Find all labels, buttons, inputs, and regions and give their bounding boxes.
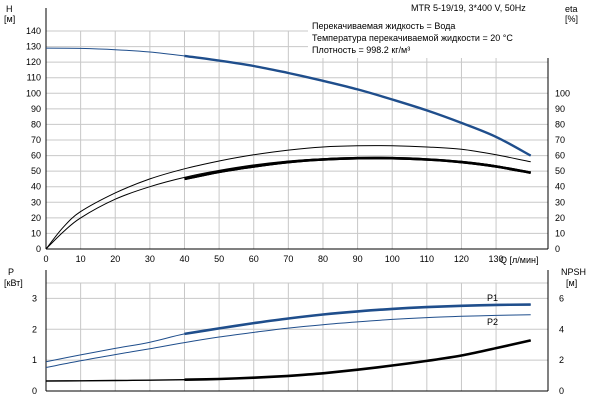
q-tick-label: 70 [283, 254, 293, 264]
eta-axis-unit: [%] [565, 14, 578, 24]
q-tick-label: 30 [145, 254, 155, 264]
eta-tick-label: 40 [555, 182, 565, 192]
info-box [308, 2, 552, 58]
h-tick-label: 70 [31, 135, 41, 145]
p-axis-label: P [8, 267, 14, 277]
model-title: MTR 5-19/19, 3*400 V, 50Hz [411, 3, 526, 13]
eta-tick-label: 70 [555, 135, 565, 145]
p-tick-label: 3 [32, 293, 37, 303]
eta-tick-label: 50 [555, 166, 565, 176]
npsh-tick-label: 0 [559, 386, 564, 396]
p2-curve-line [45, 314, 531, 368]
eta-curve-line [45, 145, 531, 250]
q-tick-label: 10 [76, 254, 86, 264]
eta-tick-label: 90 [555, 104, 565, 114]
eta-tick-label: 30 [555, 197, 565, 207]
info-line-density: Плотность = 998.2 кг/м³ [312, 45, 410, 55]
bottom-axes [45, 270, 549, 392]
h-tick-label: 120 [26, 57, 41, 67]
npsh-axis-unit: [м] [566, 278, 577, 288]
p-tick-label: 2 [32, 324, 37, 334]
h-tick-label: 50 [31, 166, 41, 176]
p-tick-label: 1 [32, 355, 37, 365]
p1-curve-duty-line [184, 303, 531, 336]
q-tick-label: 90 [353, 254, 363, 264]
h-tick-label: 80 [31, 119, 41, 129]
eta-tick-label: 20 [555, 213, 565, 223]
q-tick-label: 50 [214, 254, 224, 264]
h-axis-unit: [м] [4, 14, 15, 24]
p-tick-label: 0 [32, 386, 37, 396]
info-line-liquid: Перекачиваемая жидкость = Вода [312, 21, 455, 31]
h-tick-label: 140 [26, 26, 41, 36]
h-axis-label: H [6, 4, 13, 14]
p-axis-unit: [кВт] [4, 278, 23, 288]
h-tick-label: 30 [31, 197, 41, 207]
h-tick-label: 10 [31, 228, 41, 238]
h-tick-label: 130 [26, 42, 41, 52]
eta-tick-label: 80 [555, 119, 565, 129]
h-tick-label: 60 [31, 151, 41, 161]
eta-tick-label: 60 [555, 151, 565, 161]
q-tick-label: 100 [385, 254, 400, 264]
top-grid [45, 30, 549, 250]
eta-tick-label: 0 [555, 244, 560, 254]
h-tick-label: 20 [31, 213, 41, 223]
npsh-tick-label: 6 [559, 293, 564, 303]
q-tick-label: 80 [318, 254, 328, 264]
h-tick-label: 100 [26, 88, 41, 98]
q-tick-label: 0 [43, 254, 48, 264]
q-tick-label: 110 [420, 254, 434, 264]
eta-axis-label: eta [565, 4, 578, 14]
npsh-axis-label: NPSH [561, 267, 586, 277]
eta-tick-label: 100 [555, 88, 570, 98]
h-curve-duty-line [184, 54, 532, 157]
q-tick-label: 40 [179, 254, 189, 264]
eta-tick-label: 10 [555, 228, 565, 238]
h-tick-label: 40 [31, 182, 41, 192]
npsh-tick-label: 2 [559, 355, 564, 365]
p1-series-label: P1 [487, 293, 498, 303]
tick-labels: 0102030405060708090100110120130140010203… [26, 26, 570, 396]
h-tick-label: 110 [27, 73, 41, 83]
npsh-curve-duty-line [184, 339, 531, 381]
q-axis-label: Q [л/мин] [500, 255, 538, 265]
eta-curve-duty-duty-line [184, 156, 531, 181]
npsh-tick-label: 4 [559, 324, 564, 334]
p2-series-label: P2 [487, 317, 498, 327]
q-tick-label: 60 [249, 254, 259, 264]
top-series [45, 47, 532, 250]
h-tick-label: 90 [31, 104, 41, 114]
bottom-series [45, 303, 531, 382]
q-tick-label: 130 [489, 254, 504, 264]
q-tick-label: 120 [454, 254, 469, 264]
q-tick-label: 20 [110, 254, 120, 264]
h-tick-label: 0 [36, 244, 41, 254]
info-line-temperature: Температура перекачиваемой жидкости = 20… [312, 33, 513, 43]
